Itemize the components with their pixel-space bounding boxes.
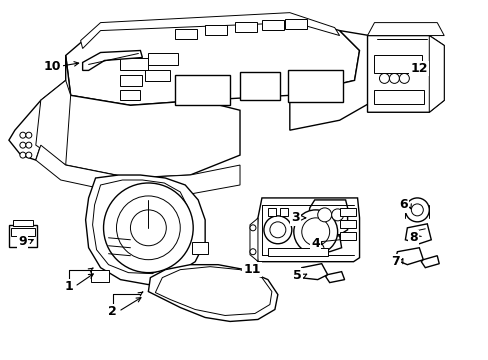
Bar: [287, 71, 342, 102]
Circle shape: [331, 209, 343, 221]
Polygon shape: [285, 19, 306, 28]
Polygon shape: [148, 54, 178, 66]
Circle shape: [26, 152, 32, 158]
Polygon shape: [120, 58, 148, 71]
Bar: [192, 242, 208, 254]
Polygon shape: [367, 23, 443, 36]
Polygon shape: [81, 13, 339, 49]
Circle shape: [130, 210, 166, 246]
Bar: [339, 208, 355, 216]
Bar: [279, 208, 287, 216]
Circle shape: [20, 142, 26, 148]
Circle shape: [388, 73, 399, 84]
Text: 3: 3: [291, 211, 300, 224]
Polygon shape: [205, 24, 226, 35]
Bar: [11, 228, 35, 236]
Text: 11: 11: [243, 263, 260, 276]
Polygon shape: [262, 20, 283, 30]
Bar: [13, 220, 33, 226]
Text: 10: 10: [44, 60, 61, 73]
Polygon shape: [317, 236, 341, 252]
Circle shape: [317, 208, 331, 222]
Bar: [405, 205, 428, 219]
Circle shape: [249, 249, 255, 255]
Polygon shape: [367, 36, 443, 112]
Polygon shape: [120, 75, 142, 86]
Polygon shape: [82, 50, 142, 71]
Polygon shape: [85, 175, 205, 285]
Polygon shape: [249, 218, 258, 262]
Circle shape: [293, 210, 337, 254]
Polygon shape: [235, 22, 256, 32]
Circle shape: [269, 222, 285, 238]
Bar: [175, 75, 229, 105]
Circle shape: [410, 204, 423, 216]
Text: 2: 2: [108, 305, 117, 318]
Text: 5: 5: [293, 269, 302, 282]
Polygon shape: [175, 28, 197, 39]
Text: 1: 1: [64, 280, 73, 293]
Bar: [240, 72, 279, 100]
Polygon shape: [36, 55, 240, 178]
Polygon shape: [9, 100, 41, 160]
Polygon shape: [36, 145, 240, 195]
Polygon shape: [155, 267, 271, 315]
Circle shape: [379, 73, 388, 84]
Polygon shape: [36, 80, 71, 165]
Polygon shape: [145, 71, 170, 81]
Bar: [374, 55, 422, 73]
Text: 4: 4: [311, 237, 320, 250]
Polygon shape: [92, 180, 190, 274]
Polygon shape: [395, 248, 423, 265]
Polygon shape: [421, 256, 438, 268]
Polygon shape: [405, 224, 430, 244]
Text: 8: 8: [408, 231, 417, 244]
Bar: [9, 225, 37, 247]
Circle shape: [26, 142, 32, 148]
Text: 7: 7: [390, 255, 399, 268]
Bar: [339, 220, 355, 228]
Polygon shape: [325, 272, 344, 283]
Bar: [90, 270, 108, 282]
Bar: [374, 90, 424, 104]
Bar: [267, 248, 327, 256]
Text: 9: 9: [19, 235, 27, 248]
Circle shape: [20, 152, 26, 158]
Circle shape: [20, 132, 26, 138]
Polygon shape: [299, 264, 327, 280]
Polygon shape: [148, 265, 277, 321]
Polygon shape: [307, 200, 347, 235]
Polygon shape: [65, 15, 359, 105]
Circle shape: [264, 216, 291, 244]
Circle shape: [405, 198, 428, 222]
Text: 12: 12: [410, 62, 427, 75]
Circle shape: [249, 225, 255, 231]
Circle shape: [399, 73, 408, 84]
Circle shape: [301, 218, 329, 246]
Text: 6: 6: [398, 198, 407, 211]
Circle shape: [26, 132, 32, 138]
Polygon shape: [120, 90, 140, 100]
Polygon shape: [255, 198, 359, 262]
Bar: [339, 232, 355, 240]
Circle shape: [103, 183, 193, 273]
Circle shape: [116, 196, 180, 260]
Bar: [267, 208, 275, 216]
Polygon shape: [289, 31, 379, 130]
Polygon shape: [428, 36, 443, 112]
